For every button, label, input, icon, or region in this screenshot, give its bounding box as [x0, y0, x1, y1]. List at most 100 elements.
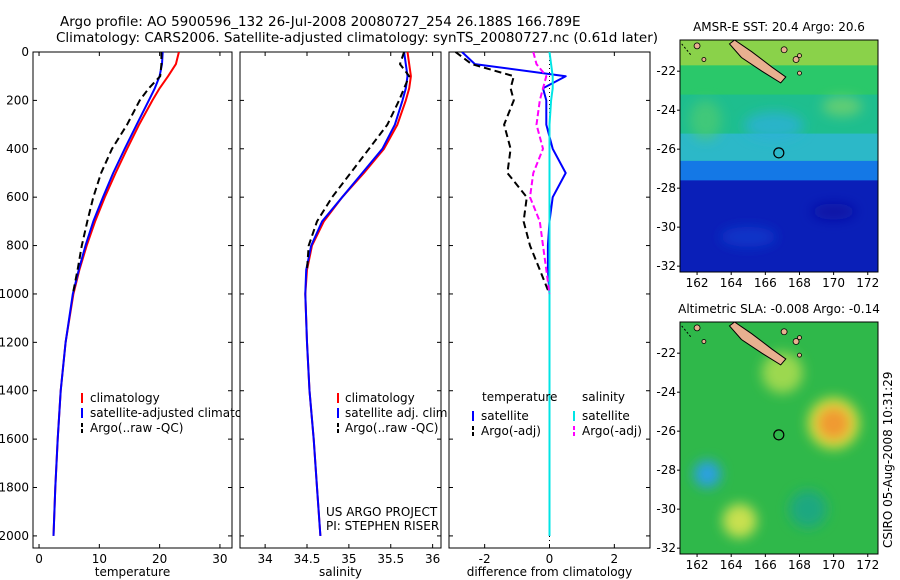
- salinity-annotation: US ARGO PROJECT: [326, 505, 438, 519]
- sla_map-landmass: [728, 322, 787, 366]
- sst_map-title: AMSR-E SST: 20.4 Argo: 20.6: [693, 20, 865, 34]
- temperature-panel: 0 10 20 30 0 200 400 600 800 1000 1200 1400 1600 1800…: [0, 45, 268, 579]
- sst_map-field-band: [680, 160, 878, 182]
- difference-legend-label: Argo(-adj): [481, 424, 541, 438]
- difference-x-tick-label: 0: [546, 552, 554, 566]
- sst_map-argo-marker: [773, 147, 785, 159]
- sla_map-feature-high: [761, 352, 803, 394]
- sla_map-x-tick-label: 166: [754, 558, 777, 572]
- temperature-series-1-line: [52, 52, 164, 536]
- salinity-annotation: PI: STEPHEN RISER: [326, 519, 439, 533]
- sla_map-feature-high: [722, 503, 757, 538]
- sst_map-x-tick-label: 162: [686, 276, 709, 290]
- sst_map-field-band: [680, 180, 878, 272]
- temperature-y-tick-label: 600: [6, 190, 29, 204]
- temperature-y-tick-label: 200: [6, 93, 29, 107]
- sst_map-island: [693, 42, 701, 50]
- difference-series-1-line: [454, 52, 551, 295]
- sla_map-y-tick-label: -30: [656, 502, 676, 516]
- sla_map-island: [693, 324, 701, 332]
- difference-x-axis-label: difference from climatology: [467, 565, 633, 579]
- temperature-y-tick-label: 1800: [0, 481, 29, 495]
- sla_map-y-tick-label: -22: [656, 346, 676, 360]
- sst_map-texture-blob: [689, 99, 722, 140]
- difference-series-2-line: [548, 52, 554, 536]
- figure-title-line1: Argo profile: AO 5900596_132 26-Jul-2008…: [60, 14, 581, 30]
- sla_map-y-tick-label: -28: [656, 463, 676, 477]
- sst_map-texture-blob: [720, 226, 777, 247]
- difference-series-group: [454, 52, 567, 536]
- figure-title-line2: Climatology: CARS2006. Satellite-adjuste…: [56, 30, 659, 46]
- temperature-y-tick-label: 1200: [0, 335, 29, 349]
- sla_map-feature-low: [693, 460, 721, 488]
- sst_map-reef-line: [681, 43, 693, 57]
- sst_map-x-tick-label: 164: [720, 276, 743, 290]
- sla_map-island: [797, 352, 802, 358]
- sla_map-y-tick-label: -26: [656, 424, 676, 438]
- sst_map-x-tick-label: 166: [754, 276, 777, 290]
- sla_map-field-group: [680, 322, 878, 554]
- sla_map-y-tick-label: -24: [656, 385, 676, 399]
- sst_map-texture-blob: [811, 203, 856, 220]
- salinity-legend-label: Argo(..raw -QC): [345, 421, 438, 435]
- temperature-series-group: [52, 52, 180, 536]
- temperature-legend-label: satellite-adjusted climatology: [90, 406, 268, 420]
- salinity-panel: 34 34.5 35 35.5 36 salinity climatologysatelli…: [239, 51, 451, 579]
- salinity-x-tick-label: 35: [341, 552, 356, 566]
- difference-legend-label: satellite: [481, 409, 529, 423]
- difference-legend-group-title: temperature: [482, 390, 557, 404]
- sst_map-island: [792, 56, 800, 63]
- sst_map-field-band: [680, 40, 878, 67]
- difference-series-3-line: [529, 52, 551, 295]
- sla_map-reef-line: [681, 325, 693, 339]
- salinity-legend-label: satellite adj. clim.: [345, 406, 451, 420]
- sst_map-y-tick-label: -26: [656, 142, 676, 156]
- sla_map-plot-frame: [679, 321, 879, 555]
- temperature-x-tick-label: 20: [152, 552, 167, 566]
- sla_map-features: [693, 352, 860, 538]
- salinity-legend-label: climatology: [345, 391, 415, 405]
- sst_map-y-tick-label: -24: [656, 103, 676, 117]
- temperature-x-tick-label: 0: [35, 552, 43, 566]
- salinity-x-tick-label: 35.5: [377, 552, 404, 566]
- sst_map-field-group: [680, 40, 878, 272]
- difference-legend-label: satellite: [582, 409, 630, 423]
- sst-map-panel: 162 164 166 168 170 172 -22 -24 -26 -28 -30 -32 AMSR…: [656, 20, 879, 290]
- difference-x-tick-label: 2: [611, 552, 619, 566]
- sst_map-x-tick-label: 172: [856, 276, 879, 290]
- difference-x-tick-label: -2: [479, 552, 491, 566]
- sla_map-x-tick-label: 170: [822, 558, 845, 572]
- salinity-x-tick-label: 34.5: [294, 552, 321, 566]
- sla_map-feature-high: [816, 406, 851, 441]
- difference-legend-group-title: salinity: [582, 390, 625, 404]
- credit-timestamp: CSIRO 05-Aug-2008 10:31:29: [881, 371, 895, 548]
- sla_map-island: [780, 328, 788, 336]
- sla_map-island: [792, 338, 800, 345]
- sst_map-plot-frame: [679, 39, 879, 273]
- temperature-legend-label: Argo(..raw -QC): [90, 421, 183, 435]
- temperature-y-tick-label: 800: [6, 239, 29, 253]
- temperature-x-tick-label: 30: [212, 552, 227, 566]
- temperature-y-tick-label: 0: [21, 45, 29, 59]
- sla_map-island: [701, 339, 707, 344]
- sst_map-texture-blob: [743, 111, 804, 140]
- temperature-y-tick-label: 1000: [0, 287, 29, 301]
- temperature-y-tick-label: 400: [6, 142, 29, 156]
- salinity-series-group: [304, 52, 412, 536]
- sla_map-x-tick-label: 168: [788, 558, 811, 572]
- sla_map-feature-low: [789, 490, 827, 528]
- salinity-series-2-line: [306, 52, 411, 270]
- sst_map-texture: [689, 96, 863, 247]
- sst_map-y-tick-label: -32: [656, 259, 676, 273]
- sst_map-x-tick-label: 170: [822, 276, 845, 290]
- temperature-x-axis-label: temperature: [95, 565, 170, 579]
- salinity-x-tick-label: 34: [257, 552, 272, 566]
- sst_map-island: [780, 46, 788, 54]
- sst_map-texture-blob: [822, 96, 863, 117]
- temperature-y-tick-label: 2000: [0, 529, 29, 543]
- salinity-series-1-line: [304, 52, 409, 536]
- temperature-series-2-line: [71, 52, 163, 295]
- sst_map-island: [797, 53, 802, 58]
